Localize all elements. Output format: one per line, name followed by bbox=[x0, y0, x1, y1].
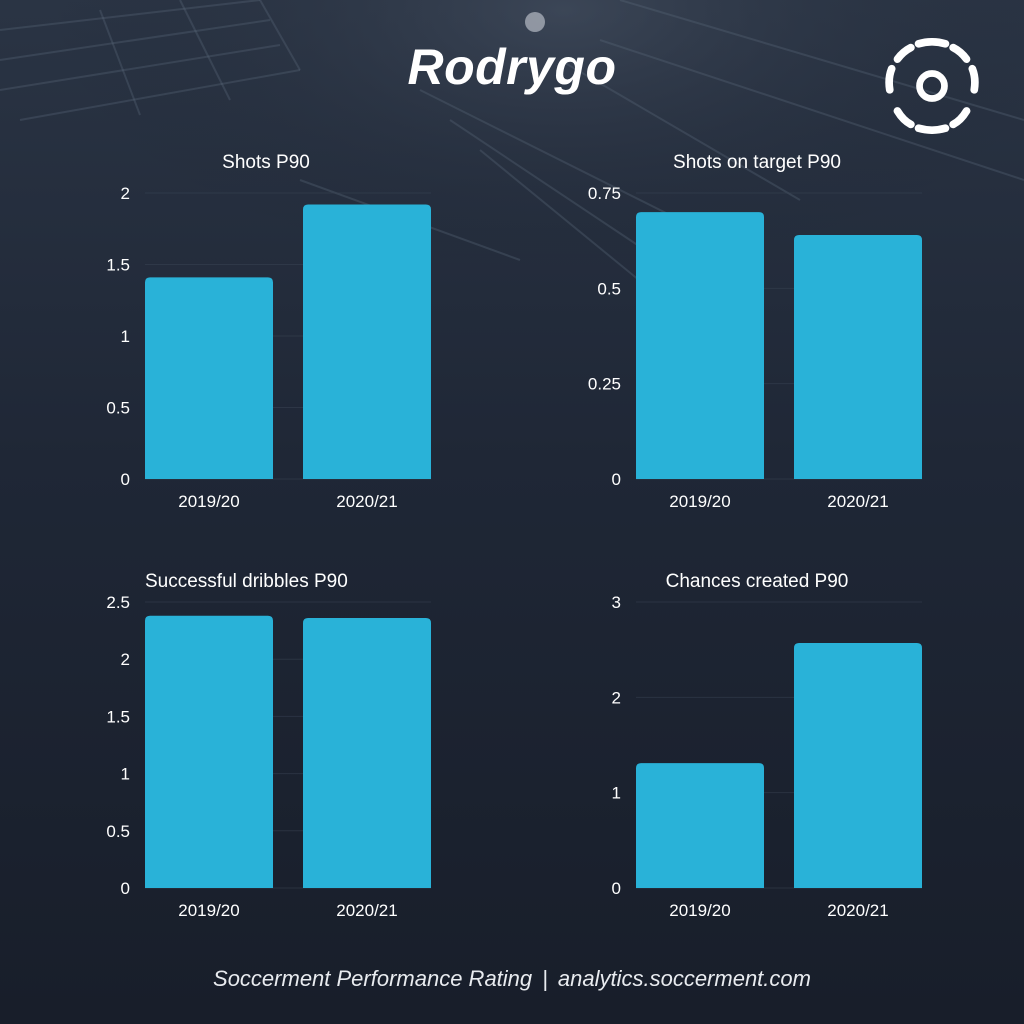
y-tick-label: 1 bbox=[121, 765, 130, 784]
chart-title: Successful dribbles P90 bbox=[145, 571, 348, 592]
y-tick-label: 1.5 bbox=[106, 707, 130, 726]
bar bbox=[794, 642, 922, 888]
y-tick-label: 0 bbox=[612, 470, 621, 489]
y-tick-label: 1 bbox=[612, 784, 621, 803]
y-tick-label: 2 bbox=[121, 650, 130, 669]
x-tick-label: 2019/20 bbox=[178, 492, 239, 511]
y-tick-label: 0.25 bbox=[588, 375, 621, 394]
y-tick-label: 2 bbox=[121, 184, 130, 203]
y-tick-label: 0 bbox=[612, 879, 621, 898]
y-tick-label: 1.5 bbox=[106, 256, 130, 275]
chart-title: Shots on target P90 bbox=[673, 152, 841, 173]
y-tick-label: 0.5 bbox=[106, 399, 130, 418]
y-tick-label: 1 bbox=[121, 327, 130, 346]
bar bbox=[303, 618, 431, 888]
footer-website-link[interactable]: analytics.soccerment.com bbox=[557, 966, 811, 991]
x-tick-label: 2019/20 bbox=[669, 901, 730, 920]
bar bbox=[303, 204, 431, 479]
bar bbox=[145, 277, 273, 479]
y-tick-label: 0.5 bbox=[106, 822, 130, 841]
y-tick-label: 0.75 bbox=[588, 184, 621, 203]
y-tick-label: 3 bbox=[612, 593, 621, 612]
y-tick-label: 2.5 bbox=[106, 593, 130, 612]
footer-separator: | bbox=[542, 966, 548, 991]
y-tick-label: 0 bbox=[121, 470, 130, 489]
x-tick-label: 2019/20 bbox=[669, 492, 730, 511]
stadium-light bbox=[525, 12, 545, 32]
bar bbox=[145, 615, 273, 888]
x-tick-label: 2020/21 bbox=[336, 492, 397, 511]
y-tick-label: 2 bbox=[612, 688, 621, 707]
x-tick-label: 2020/21 bbox=[827, 901, 888, 920]
player-name-title: Rodrygo bbox=[407, 39, 617, 95]
x-tick-label: 2020/21 bbox=[827, 492, 888, 511]
y-tick-label: 0.5 bbox=[597, 279, 621, 298]
y-tick-label: 0 bbox=[121, 879, 130, 898]
footer-rating-label: Soccerment Performance Rating bbox=[213, 966, 533, 991]
footer: Soccerment Performance Rating | analytics.… bbox=[0, 966, 1024, 992]
bar bbox=[794, 234, 922, 479]
x-tick-label: 2020/21 bbox=[336, 901, 397, 920]
chart-title: Shots P90 bbox=[222, 152, 310, 173]
bar bbox=[636, 212, 764, 480]
chart-title: Chances created P90 bbox=[666, 571, 849, 592]
bar bbox=[636, 763, 764, 888]
x-tick-label: 2019/20 bbox=[178, 901, 239, 920]
soccerment-logo-icon bbox=[885, 38, 979, 134]
